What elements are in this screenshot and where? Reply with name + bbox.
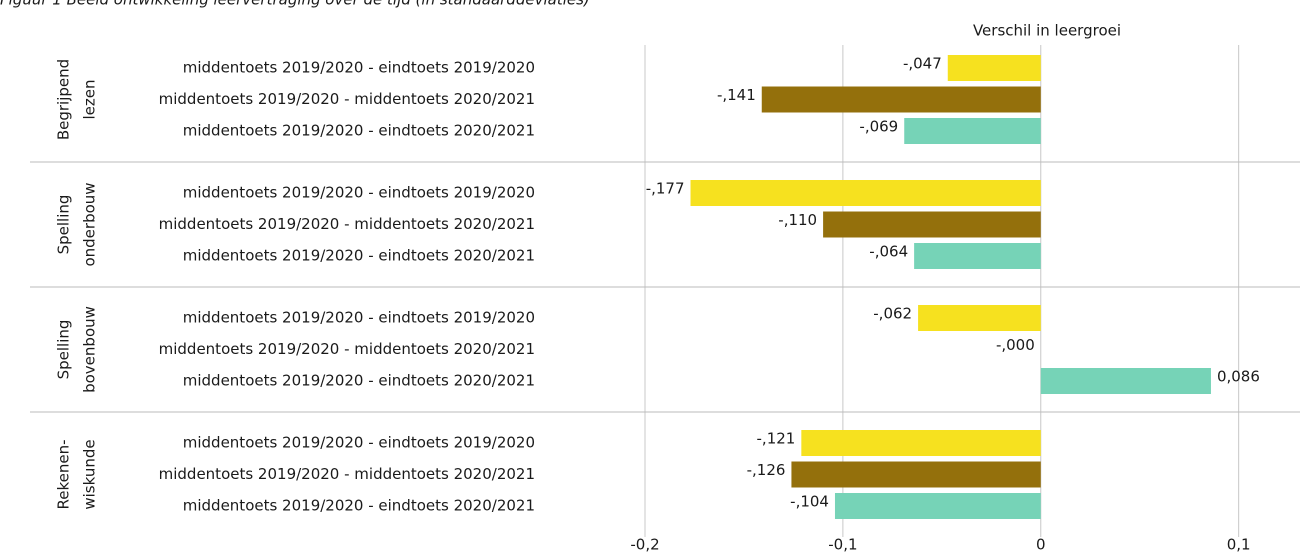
value-label: -,062 (873, 305, 912, 323)
x-axis-label: Verschil in leergroei (973, 22, 1121, 40)
bar (690, 180, 1041, 206)
group-label: wiskunde (81, 439, 99, 509)
row-label: middentoets 2019/2020 - middentoets 2020… (159, 215, 535, 233)
group-label: Spelling (55, 195, 73, 255)
row-label: middentoets 2019/2020 - eindtoets 2019/2… (183, 184, 535, 202)
row-label: middentoets 2019/2020 - eindtoets 2019/2… (183, 309, 535, 327)
group-label: onderbouw (81, 182, 99, 266)
x-tick-label: -0,1 (828, 536, 857, 553)
value-label: -,104 (790, 493, 829, 511)
bar (918, 305, 1041, 331)
row-label: middentoets 2019/2020 - middentoets 2020… (159, 340, 535, 358)
row-label: middentoets 2019/2020 - eindtoets 2020/2… (183, 497, 535, 515)
row-label: middentoets 2019/2020 - eindtoets 2020/2… (183, 122, 535, 140)
row-label: middentoets 2019/2020 - eindtoets 2020/2… (183, 372, 535, 390)
value-label: -,069 (859, 118, 898, 136)
group-label: bovenbouw (81, 306, 99, 393)
chart-title: Figuur 1 Beeld ontwikkeling leervertragi… (0, 0, 590, 9)
bar (801, 430, 1041, 456)
bar (904, 118, 1041, 144)
x-tick-label: -0,2 (630, 536, 659, 553)
group-label: Spelling (55, 320, 73, 380)
value-label: -,047 (903, 55, 942, 73)
row-label: middentoets 2019/2020 - eindtoets 2019/2… (183, 434, 535, 452)
value-label: 0,086 (1217, 368, 1260, 386)
row-label: middentoets 2019/2020 - eindtoets 2019/2… (183, 59, 535, 77)
bar (834, 493, 1041, 519)
row-label: middentoets 2019/2020 - eindtoets 2020/2… (183, 247, 535, 265)
x-tick-label: 0 (1036, 536, 1046, 553)
row-label: middentoets 2019/2020 - middentoets 2020… (159, 465, 535, 483)
bar (761, 86, 1041, 113)
value-label: -,000 (996, 336, 1035, 354)
value-label: -,141 (717, 86, 756, 104)
x-tick-label: 0,1 (1227, 536, 1251, 553)
bar (1040, 368, 1211, 394)
bar (947, 55, 1041, 81)
value-label: -,177 (646, 180, 685, 198)
group-label: Begrijpend (55, 59, 73, 140)
value-label: -,110 (778, 211, 817, 229)
group-label: lezen (81, 79, 99, 119)
bar (791, 461, 1041, 488)
bar (914, 243, 1041, 269)
row-label: middentoets 2019/2020 - middentoets 2020… (159, 90, 535, 108)
group-label: Rekenen- (55, 439, 73, 509)
bar (823, 211, 1041, 238)
value-label: -,064 (869, 243, 908, 261)
value-label: -,126 (747, 461, 786, 479)
value-label: -,121 (757, 430, 796, 448)
